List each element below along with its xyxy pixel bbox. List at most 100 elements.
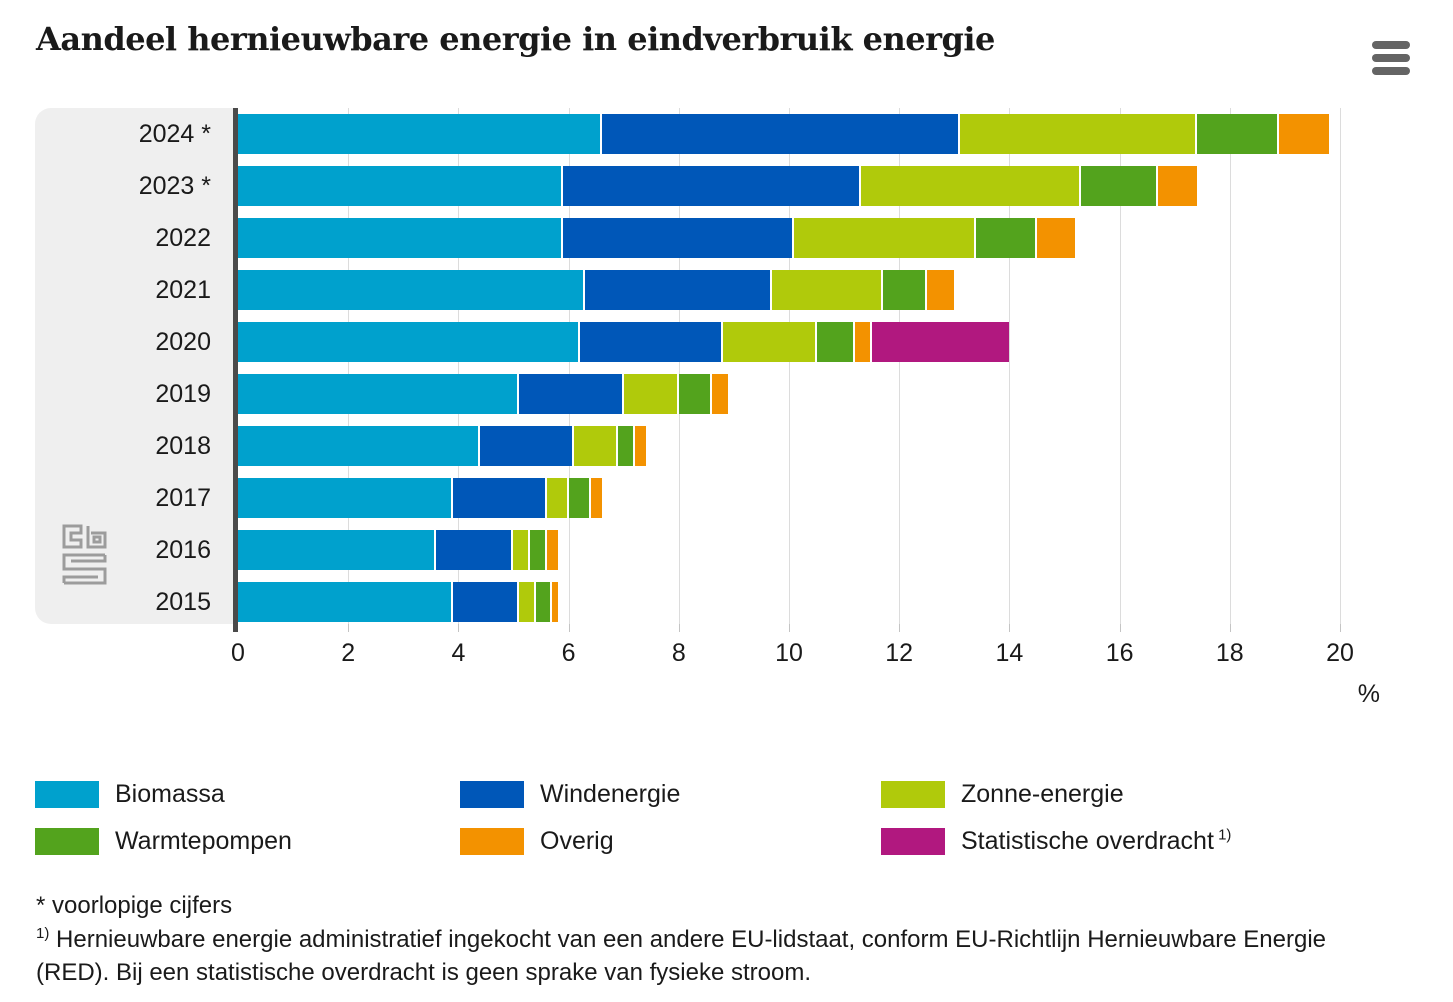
year-label: 2021	[155, 276, 211, 304]
year-label: 2018	[155, 432, 211, 460]
bar-segment-overig[interactable]	[711, 374, 729, 414]
axis-tick	[899, 624, 901, 632]
bar-segment-biomassa[interactable]	[238, 478, 453, 518]
bar-segment-biomassa[interactable]	[238, 374, 519, 414]
bar-segment-overig[interactable]	[590, 478, 602, 518]
year-label: 2016	[155, 536, 211, 564]
bar-segment-zonne-energie[interactable]	[959, 114, 1197, 154]
y-axis-line	[233, 108, 238, 632]
bar-segment-warmtepompen[interactable]	[816, 322, 856, 362]
x-tick-label: 16	[1105, 639, 1134, 667]
bar-row-2022	[238, 218, 1076, 258]
bar-segment-windenergie[interactable]	[519, 374, 624, 414]
legend-item-biomassa: Biomassa	[35, 780, 225, 808]
axis-tick	[1340, 624, 1341, 632]
bar-segment-windenergie[interactable]	[601, 114, 960, 154]
bar-segment-biomassa[interactable]	[238, 426, 481, 466]
bar-segment-windenergie[interactable]	[452, 582, 519, 622]
bar-segment-biomassa[interactable]	[238, 166, 564, 206]
bar-segment-warmtepompen[interactable]	[1196, 114, 1280, 154]
bar-segment-warmtepompen[interactable]	[678, 374, 712, 414]
bar-segment-zonne-energie[interactable]	[546, 478, 569, 518]
bar-segment-overig[interactable]	[855, 322, 872, 362]
x-tick-label: 18	[1215, 639, 1244, 667]
legend-label: Warmtepompen	[115, 827, 292, 855]
gridline	[789, 108, 790, 624]
legend-swatch-overig	[460, 828, 524, 855]
bar-segment-windenergie[interactable]	[579, 322, 723, 362]
year-label: 2017	[155, 484, 211, 512]
year-label: 2020	[155, 328, 211, 356]
bar-segment-overig[interactable]	[1279, 114, 1329, 154]
gridline	[899, 108, 901, 624]
bar-segment-biomassa[interactable]	[238, 218, 564, 258]
hamburger-icon	[1372, 41, 1410, 49]
axis-tick	[568, 624, 570, 632]
x-tick-label: 8	[671, 639, 686, 667]
bar-row-2024	[238, 114, 1329, 154]
plot-area	[238, 108, 1341, 632]
bar-segment-overig[interactable]	[546, 530, 558, 570]
axis-tick	[678, 624, 680, 632]
bar-segment-statistische-overdracht[interactable]	[871, 322, 1010, 362]
legend-swatch-windenergie	[460, 781, 524, 808]
x-tick-label: 6	[561, 639, 576, 667]
bar-segment-overig[interactable]	[926, 270, 955, 310]
chart: 0 2 4 6 8 10 12 14 16 18 20 % 2024 * 2023 * 2022 2021…	[35, 108, 1453, 728]
x-axis-unit: %	[1357, 680, 1380, 708]
year-label: 2022	[155, 224, 211, 252]
bar-segment-biomassa[interactable]	[238, 114, 602, 154]
bar-segment-biomassa[interactable]	[238, 322, 580, 362]
bar-segment-windenergie[interactable]	[585, 270, 773, 310]
bar-segment-warmtepompen[interactable]	[568, 478, 591, 518]
bar-segment-zonne-energie[interactable]	[860, 166, 1081, 206]
bar-segment-zonne-energie[interactable]	[794, 218, 977, 258]
x-tick-label: 10	[775, 639, 803, 667]
menu-button[interactable]	[1372, 41, 1410, 75]
bar-row-2018	[238, 426, 646, 466]
legend-swatch-warmtepompen	[35, 828, 99, 855]
bar-segment-windenergie[interactable]	[436, 530, 514, 570]
bar-segment-biomassa[interactable]	[238, 582, 453, 622]
bar-segment-warmtepompen[interactable]	[882, 270, 927, 310]
gridline	[568, 108, 570, 624]
bar-segment-biomassa[interactable]	[238, 270, 586, 310]
bar-segment-zonne-energie[interactable]	[772, 270, 883, 310]
bar-segment-zonne-energie[interactable]	[623, 374, 679, 414]
footnote-1-text: Hernieuwbare energie administratief inge…	[36, 926, 1326, 986]
legend-footnote-ref: 1)	[1213, 826, 1232, 844]
bar-segment-warmtepompen[interactable]	[530, 530, 547, 570]
bar-segment-warmtepompen[interactable]	[1081, 166, 1159, 206]
bar-segment-zonne-energie[interactable]	[513, 530, 530, 570]
bar-segment-overig[interactable]	[634, 426, 646, 466]
bar-row-2017	[238, 478, 602, 518]
footnote-1-ref: 1)	[36, 925, 50, 942]
bar-segment-zonne-energie[interactable]	[722, 322, 817, 362]
bar-segment-overig[interactable]	[552, 582, 558, 622]
legend-item-statistische-overdracht: Statistische overdracht 1)	[881, 826, 1232, 855]
legend-label: Biomassa	[115, 780, 225, 808]
bar-segment-windenergie[interactable]	[563, 218, 795, 258]
legend-item-warmtepompen: Warmtepompen	[35, 827, 292, 855]
legend-item-overig: Overig	[460, 827, 614, 855]
bar-segment-windenergie[interactable]	[563, 166, 861, 206]
bar-segment-warmtepompen[interactable]	[535, 582, 553, 622]
bar-segment-overig[interactable]	[1158, 166, 1197, 206]
bar-segment-overig[interactable]	[1036, 218, 1076, 258]
bar-segment-zonne-energie[interactable]	[518, 582, 536, 622]
legend-swatch-biomassa	[35, 781, 99, 808]
bar-row-2019	[238, 374, 729, 414]
legend-label: Windenergie	[540, 780, 681, 808]
axis-tick	[789, 624, 790, 632]
legend-label: Zonne-energie	[961, 780, 1124, 808]
legend-swatch-zonne-energie	[881, 781, 945, 808]
hamburger-icon	[1372, 54, 1410, 62]
page-title: Aandeel hernieuwbare energie in eindverb…	[36, 20, 995, 58]
bar-segment-windenergie[interactable]	[452, 478, 547, 518]
bar-segment-warmtepompen[interactable]	[618, 426, 635, 466]
bar-segment-windenergie[interactable]	[480, 426, 575, 466]
bar-segment-biomassa[interactable]	[238, 530, 437, 570]
bar-segment-warmtepompen[interactable]	[976, 218, 1037, 258]
year-label: 2015	[155, 588, 211, 616]
bar-segment-zonne-energie[interactable]	[574, 426, 619, 466]
